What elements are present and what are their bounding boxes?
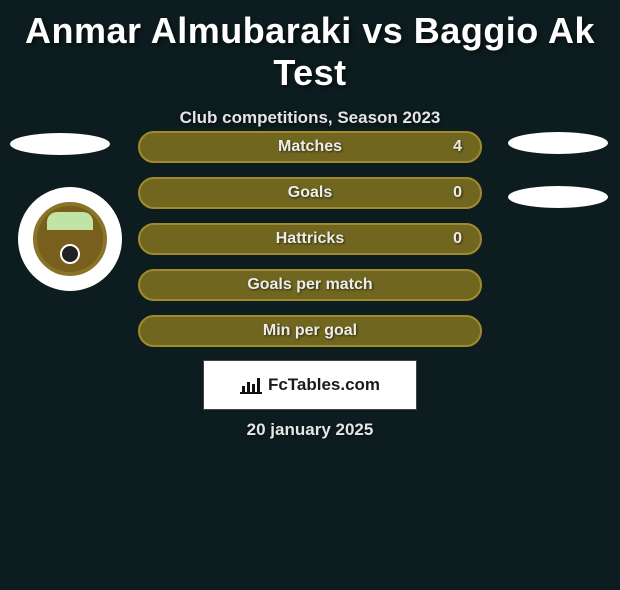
- stat-bar-goals: Goals 0: [138, 177, 482, 209]
- stat-bar-matches: Matches 4: [138, 131, 482, 163]
- club-badge-placeholder-right: [508, 186, 608, 208]
- stat-value: 0: [453, 230, 462, 248]
- club-badge-left: [18, 187, 122, 291]
- stat-value: 4: [453, 138, 462, 156]
- stat-value: 0: [453, 184, 462, 202]
- bar-chart-icon: [240, 376, 262, 394]
- fctables-watermark: FcTables.com: [203, 360, 417, 410]
- stats-bars: Matches 4 Goals 0 Hattricks 0 Goals per …: [138, 131, 482, 361]
- player-photo-placeholder-left: [10, 133, 110, 155]
- comparison-title: Anmar Almubaraki vs Baggio Ak Test: [0, 10, 620, 94]
- stat-label: Min per goal: [263, 322, 357, 340]
- player-photo-placeholder-right: [508, 132, 608, 154]
- stat-label: Hattricks: [276, 230, 344, 248]
- stat-bar-hattricks: Hattricks 0: [138, 223, 482, 255]
- fctables-brand-text: FcTables.com: [268, 375, 380, 395]
- stat-bar-goals-per-match: Goals per match: [138, 269, 482, 301]
- comparison-date: 20 january 2025: [0, 420, 620, 440]
- comparison-subtitle: Club competitions, Season 2023: [0, 108, 620, 128]
- club-crest-icon: [33, 202, 107, 276]
- stat-label: Goals per match: [247, 276, 372, 294]
- stat-label: Matches: [278, 138, 342, 156]
- stat-bar-min-per-goal: Min per goal: [138, 315, 482, 347]
- stat-label: Goals: [288, 184, 332, 202]
